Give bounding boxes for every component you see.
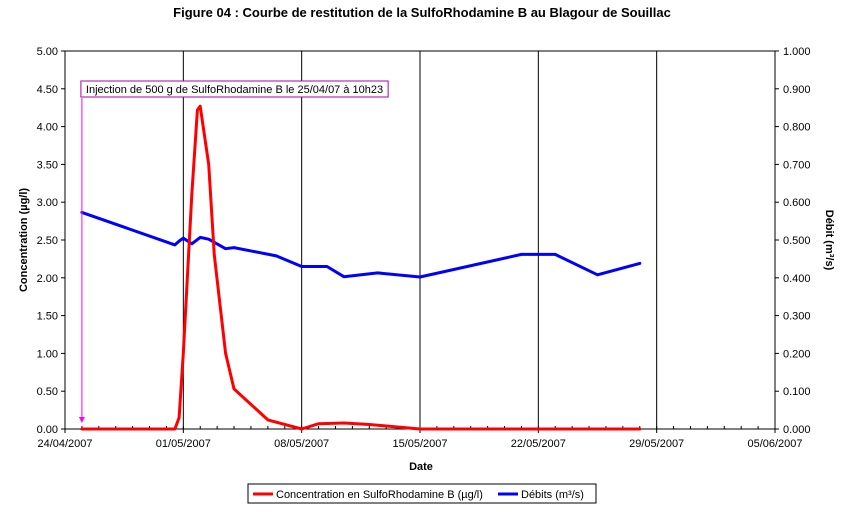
point-concentration [232,387,236,391]
y-right-tick-label: 0.500 [783,235,811,247]
point-concentration [177,416,181,419]
point-concentration [266,418,270,422]
point-concentration [317,422,320,425]
point-concentration [300,427,303,431]
point-debits [520,253,523,256]
point-concentration [114,427,117,431]
point-concentration [418,427,422,431]
point-concentration [80,427,84,431]
point-debits [342,275,346,278]
point-debits [418,275,422,279]
point-debits [376,271,379,275]
injection-marker-arrow [78,417,85,423]
x-axis-title: Date [409,461,433,473]
y-left-tick-label: 2.50 [37,235,58,247]
point-debits [207,238,210,241]
y-right-tick-label: 0.900 [783,84,811,96]
x-tick-label: 08/05/2007 [274,438,329,450]
y-left-tick-label: 2.00 [37,273,58,285]
point-concentration [638,427,641,431]
point-debits [554,253,557,256]
x-tick-label: 22/05/2007 [511,438,566,450]
point-debits [300,265,303,268]
point-concentration [401,426,405,429]
point-debits [177,239,181,243]
point-debits [190,242,193,245]
x-tick-label: 24/04/2007 [37,438,92,450]
point-debits [325,265,329,268]
point-concentration [182,352,185,355]
left-axis: 0.00 0.50 1.00 1.50 2.00 2.50 3.00 3.50 4.00 4.50… [37,46,65,436]
point-concentration [224,352,227,355]
series-line-concentration [80,104,642,431]
y-left-tick-label: 3.50 [37,159,58,171]
y-left-tick-label: 4.00 [37,122,58,134]
injection-annotation: Injection de 500 g de SulfoRhodamine B l… [78,80,389,423]
grid [182,51,658,429]
point-concentration [587,427,591,431]
point-debits [199,236,202,239]
point-concentration [342,421,346,425]
point-debits [232,246,236,249]
y-left-tick-label: 1.00 [37,348,58,360]
y-left-tick-label: 1.50 [37,311,58,323]
y-left-tick-label: 3.00 [37,197,58,209]
y-right-tick-label: 1.000 [783,46,811,58]
y-right-tick-label: 0.100 [783,386,811,398]
x-tick-label: 01/05/2007 [156,438,211,450]
x-tick-label: 29/05/2007 [629,438,684,450]
point-concentration [190,193,193,196]
point-concentration [503,427,506,431]
y-right-tick-label: 0.400 [783,273,811,285]
series-layer [80,104,642,431]
point-concentration [148,427,151,431]
point-debits [638,262,641,265]
legend-label-debits: Débits (m³/s) [521,489,584,501]
legend-label-concentration: Concentration en SulfoRhodamine B (µg/l) [276,489,483,501]
point-concentration [199,105,202,108]
point-debits [173,243,177,247]
point-concentration [173,427,177,431]
x-axis: 24/04/2007 01/05/2007 08/05/2007 15/05/2007… [37,426,803,450]
y-right-tick-label: 0.800 [783,122,811,134]
point-concentration [213,253,216,257]
y-right-tick-label: 0.700 [783,159,811,171]
point-debits [182,236,185,240]
point-debits [596,273,599,276]
point-debits [275,254,278,258]
y-left-tick-label: 0.50 [37,386,58,398]
y-right-axis-title: Débit (m³/s) [823,210,835,271]
y-right-tick-label: 0.600 [783,197,811,209]
right-axis: 0.000 0.100 0.200 0.300 0.400 0.500 0.600 0.700… [775,46,811,436]
point-concentration [196,108,199,112]
point-debits [224,247,227,250]
y-left-axis-title: Concentration (µg/l) [18,188,30,292]
x-tick-label: 15/05/2007 [392,438,447,450]
y-right-tick-label: 0.200 [783,348,811,360]
y-left-tick-label: 5.00 [37,46,58,58]
legend-box [247,483,597,504]
injection-annotation-text: Injection de 500 g de SulfoRhodamine B l… [86,84,383,96]
x-tick-label: 05/06/2007 [747,438,802,450]
y-left-tick-label: 4.50 [37,84,58,96]
y-left-tick-label: 0.00 [37,424,58,436]
legend: Concentration en SulfoRhodamine B (µg/l)… [247,483,597,504]
point-concentration [207,163,210,166]
y-right-tick-label: 0.000 [783,424,811,436]
point-concentration [368,423,371,426]
chart-title: Figure 04 : Courbe de restitution de la … [173,5,671,20]
point-concentration [165,427,168,431]
injection-annotation-box [80,80,389,98]
y-right-tick-label: 0.300 [783,311,811,323]
series-line-debits [80,210,642,279]
